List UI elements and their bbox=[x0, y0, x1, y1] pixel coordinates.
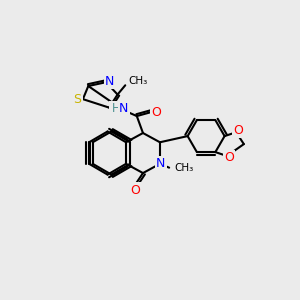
Text: H: H bbox=[112, 102, 120, 115]
Text: CH₃: CH₃ bbox=[175, 164, 194, 173]
Text: H: H bbox=[111, 102, 120, 115]
Text: S: S bbox=[74, 93, 82, 106]
Text: O: O bbox=[224, 151, 234, 164]
Text: N: N bbox=[156, 157, 165, 170]
Text: N: N bbox=[119, 102, 128, 115]
Text: N: N bbox=[105, 75, 115, 88]
Text: O: O bbox=[233, 124, 243, 137]
Text: O: O bbox=[151, 106, 161, 119]
Text: O: O bbox=[130, 184, 140, 196]
Text: N: N bbox=[118, 102, 128, 115]
Text: CH₃: CH₃ bbox=[128, 76, 148, 86]
